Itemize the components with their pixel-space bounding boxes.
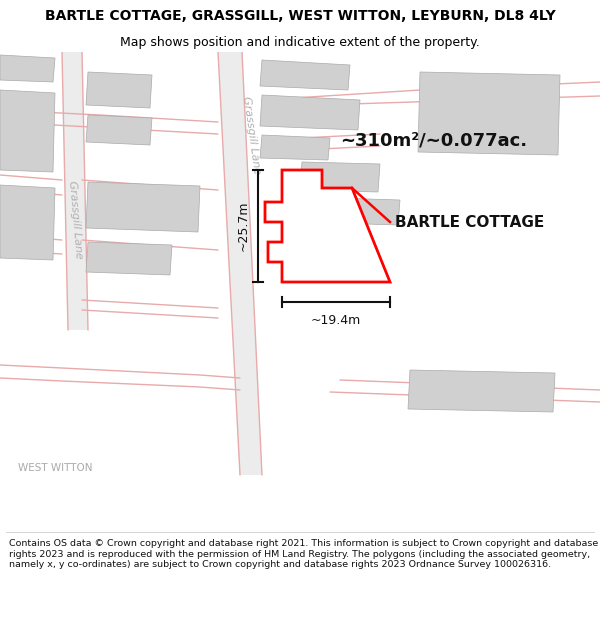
Polygon shape: [218, 52, 262, 475]
Text: BARTLE COTTAGE: BARTLE COTTAGE: [395, 214, 544, 229]
Text: WEST WITTON: WEST WITTON: [18, 463, 92, 473]
Polygon shape: [0, 90, 55, 172]
Polygon shape: [0, 185, 55, 260]
Polygon shape: [86, 115, 152, 145]
Polygon shape: [86, 72, 152, 108]
Polygon shape: [0, 55, 55, 82]
Polygon shape: [260, 60, 350, 90]
Polygon shape: [260, 95, 360, 130]
Text: Grassgill Lane: Grassgill Lane: [67, 181, 83, 259]
Polygon shape: [260, 135, 330, 160]
Polygon shape: [62, 52, 88, 330]
Text: Contains OS data © Crown copyright and database right 2021. This information is : Contains OS data © Crown copyright and d…: [9, 539, 598, 569]
Text: ~25.7m: ~25.7m: [237, 201, 250, 251]
Polygon shape: [408, 370, 555, 412]
Polygon shape: [418, 72, 560, 155]
Text: Map shows position and indicative extent of the property.: Map shows position and indicative extent…: [120, 36, 480, 49]
Text: ~310m²/~0.077ac.: ~310m²/~0.077ac.: [340, 131, 527, 149]
Polygon shape: [86, 182, 200, 232]
Polygon shape: [300, 162, 380, 192]
Text: BARTLE COTTAGE, GRASSGILL, WEST WITTON, LEYBURN, DL8 4LY: BARTLE COTTAGE, GRASSGILL, WEST WITTON, …: [44, 9, 556, 23]
Polygon shape: [265, 170, 390, 282]
Polygon shape: [333, 198, 400, 225]
Text: Grassgill Lane: Grassgill Lane: [241, 96, 262, 174]
Text: ~19.4m: ~19.4m: [311, 314, 361, 327]
Polygon shape: [86, 242, 172, 275]
